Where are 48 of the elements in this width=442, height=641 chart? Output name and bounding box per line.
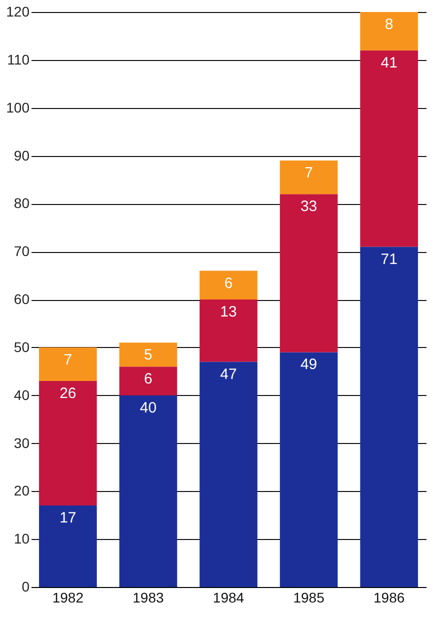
bar [39,347,97,381]
data-label: 33 [300,198,318,216]
y-tick-label: 90 [14,147,30,164]
data-label: 41 [380,54,398,72]
bar [200,270,258,300]
y-tick-label: 80 [14,195,30,212]
data-label: 47 [220,366,237,383]
y-tick-label: 110 [7,51,30,68]
data-label: 49 [300,356,318,374]
bar [119,342,178,367]
data-label: 71 [380,250,398,268]
x-tick-label: 1982 [52,590,84,606]
x-tick-label: 1985 [293,590,325,606]
bar [360,12,418,50]
data-label: 8 [384,16,394,33]
data-label: 6 [144,370,152,388]
bar [39,380,97,506]
bar [280,352,338,587]
bar [119,395,178,587]
y-tick-label: 30 [14,434,30,451]
bar [200,362,258,587]
bar [39,506,97,587]
y-tick-label: 120 [6,4,30,20]
x-tick-label: 1983 [132,590,164,606]
data-label: 17 [60,510,76,527]
data-label: 5 [144,346,152,364]
y-tick-label: 70 [14,243,30,260]
y-tick-label: 20 [14,482,30,499]
y-tick-label: 10 [14,530,30,547]
data-label: 6 [224,274,233,292]
bar [360,50,418,247]
y-tick-label: 0 [22,578,30,594]
data-label: 26 [60,384,76,402]
x-tick-label: 1986 [373,590,405,606]
data-label: 7 [64,351,72,368]
data-label: 7 [304,164,313,182]
data-label: 40 [140,399,157,416]
x-tick-label: 1984 [212,590,244,606]
data-label: 13 [220,304,237,320]
y-tick-label: 100 [6,99,30,116]
y-tick-label: 50 [14,338,30,355]
bar [280,194,338,352]
bar [119,366,178,396]
bar [200,300,258,362]
bar [360,246,418,587]
y-tick-label: 60 [14,291,30,307]
bar [280,160,338,194]
y-tick-label: 40 [14,386,30,403]
